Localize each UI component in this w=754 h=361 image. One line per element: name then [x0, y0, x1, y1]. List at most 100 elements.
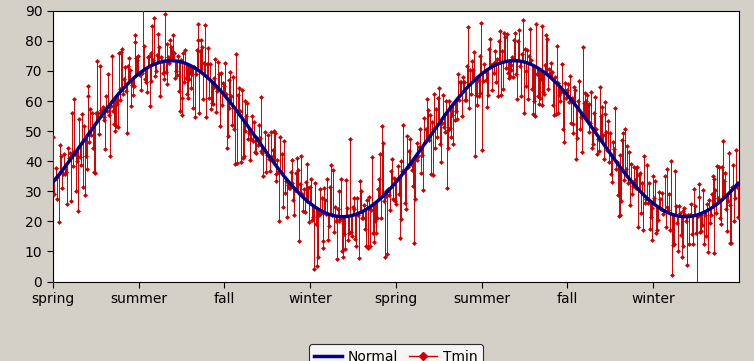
- Point: [244, 157, 256, 163]
- Point: [438, 124, 450, 130]
- Point: [447, 141, 459, 147]
- Point: [130, 32, 142, 38]
- Point: [401, 134, 413, 139]
- Point: [439, 129, 451, 135]
- Point: [51, 174, 63, 179]
- Point: [124, 103, 136, 109]
- Point: [547, 112, 559, 117]
- Point: [526, 86, 538, 92]
- Point: [70, 188, 82, 193]
- Point: [394, 158, 406, 164]
- Point: [117, 91, 129, 97]
- Point: [535, 76, 547, 82]
- Point: [245, 136, 257, 142]
- Point: [558, 139, 570, 145]
- Point: [50, 165, 62, 171]
- Point: [152, 31, 164, 37]
- Point: [258, 146, 270, 152]
- Point: [339, 246, 351, 252]
- Point: [698, 241, 710, 247]
- Point: [394, 235, 406, 240]
- Point: [672, 248, 684, 253]
- Point: [529, 113, 541, 119]
- Point: [604, 130, 616, 136]
- Point: [610, 166, 622, 172]
- Point: [226, 122, 238, 128]
- Point: [192, 37, 204, 43]
- Point: [165, 44, 177, 50]
- Point: [99, 117, 111, 123]
- Point: [696, 222, 708, 228]
- Point: [512, 38, 524, 44]
- Point: [246, 113, 258, 119]
- Point: [124, 68, 136, 73]
- Point: [465, 91, 477, 96]
- Point: [664, 191, 676, 197]
- Point: [498, 30, 510, 36]
- Point: [368, 239, 380, 245]
- Point: [225, 69, 237, 75]
- Point: [112, 51, 124, 56]
- Point: [177, 50, 189, 56]
- Point: [116, 46, 128, 52]
- Point: [513, 27, 525, 33]
- Point: [665, 158, 677, 164]
- Point: [652, 217, 664, 222]
- Point: [428, 91, 440, 97]
- Point: [449, 117, 461, 123]
- Point: [303, 219, 315, 225]
- Point: [84, 139, 96, 144]
- Point: [142, 55, 154, 60]
- Point: [176, 95, 188, 101]
- Point: [556, 61, 569, 66]
- Point: [725, 202, 737, 208]
- Point: [58, 152, 70, 157]
- Point: [345, 233, 357, 239]
- Point: [611, 192, 624, 197]
- Point: [357, 216, 369, 221]
- Point: [363, 243, 375, 249]
- Point: [424, 112, 436, 118]
- Point: [207, 75, 219, 81]
- Point: [146, 78, 158, 84]
- Point: [93, 131, 105, 136]
- Point: [473, 93, 485, 99]
- Point: [168, 50, 180, 56]
- Point: [483, 46, 495, 52]
- Point: [440, 98, 452, 104]
- Point: [86, 110, 98, 116]
- Point: [595, 113, 607, 119]
- Point: [591, 151, 603, 157]
- Point: [214, 123, 226, 129]
- Point: [172, 53, 184, 58]
- Point: [412, 140, 424, 146]
- Point: [480, 77, 492, 83]
- Point: [52, 173, 64, 178]
- Point: [147, 57, 159, 63]
- Point: [78, 192, 90, 198]
- Point: [256, 148, 268, 154]
- Point: [634, 170, 646, 176]
- Point: [317, 239, 329, 244]
- Point: [280, 178, 292, 184]
- Point: [455, 113, 467, 119]
- Point: [135, 87, 147, 93]
- Point: [488, 70, 500, 75]
- Point: [616, 137, 628, 143]
- Point: [415, 170, 428, 175]
- Point: [143, 53, 155, 59]
- Point: [360, 197, 372, 203]
- Point: [636, 180, 648, 186]
- Point: [251, 135, 263, 140]
- Point: [233, 85, 245, 91]
- Point: [185, 85, 197, 91]
- Point: [192, 21, 204, 27]
- Point: [348, 195, 360, 201]
- Point: [414, 126, 426, 131]
- Point: [91, 58, 103, 64]
- Point: [221, 145, 233, 151]
- Point: [290, 187, 302, 193]
- Point: [84, 106, 97, 112]
- Point: [48, 191, 60, 197]
- Point: [158, 76, 170, 82]
